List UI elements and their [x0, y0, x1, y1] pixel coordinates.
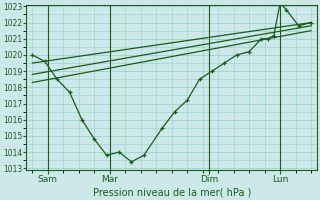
X-axis label: Pression niveau de la mer( hPa ): Pression niveau de la mer( hPa ): [92, 187, 251, 197]
